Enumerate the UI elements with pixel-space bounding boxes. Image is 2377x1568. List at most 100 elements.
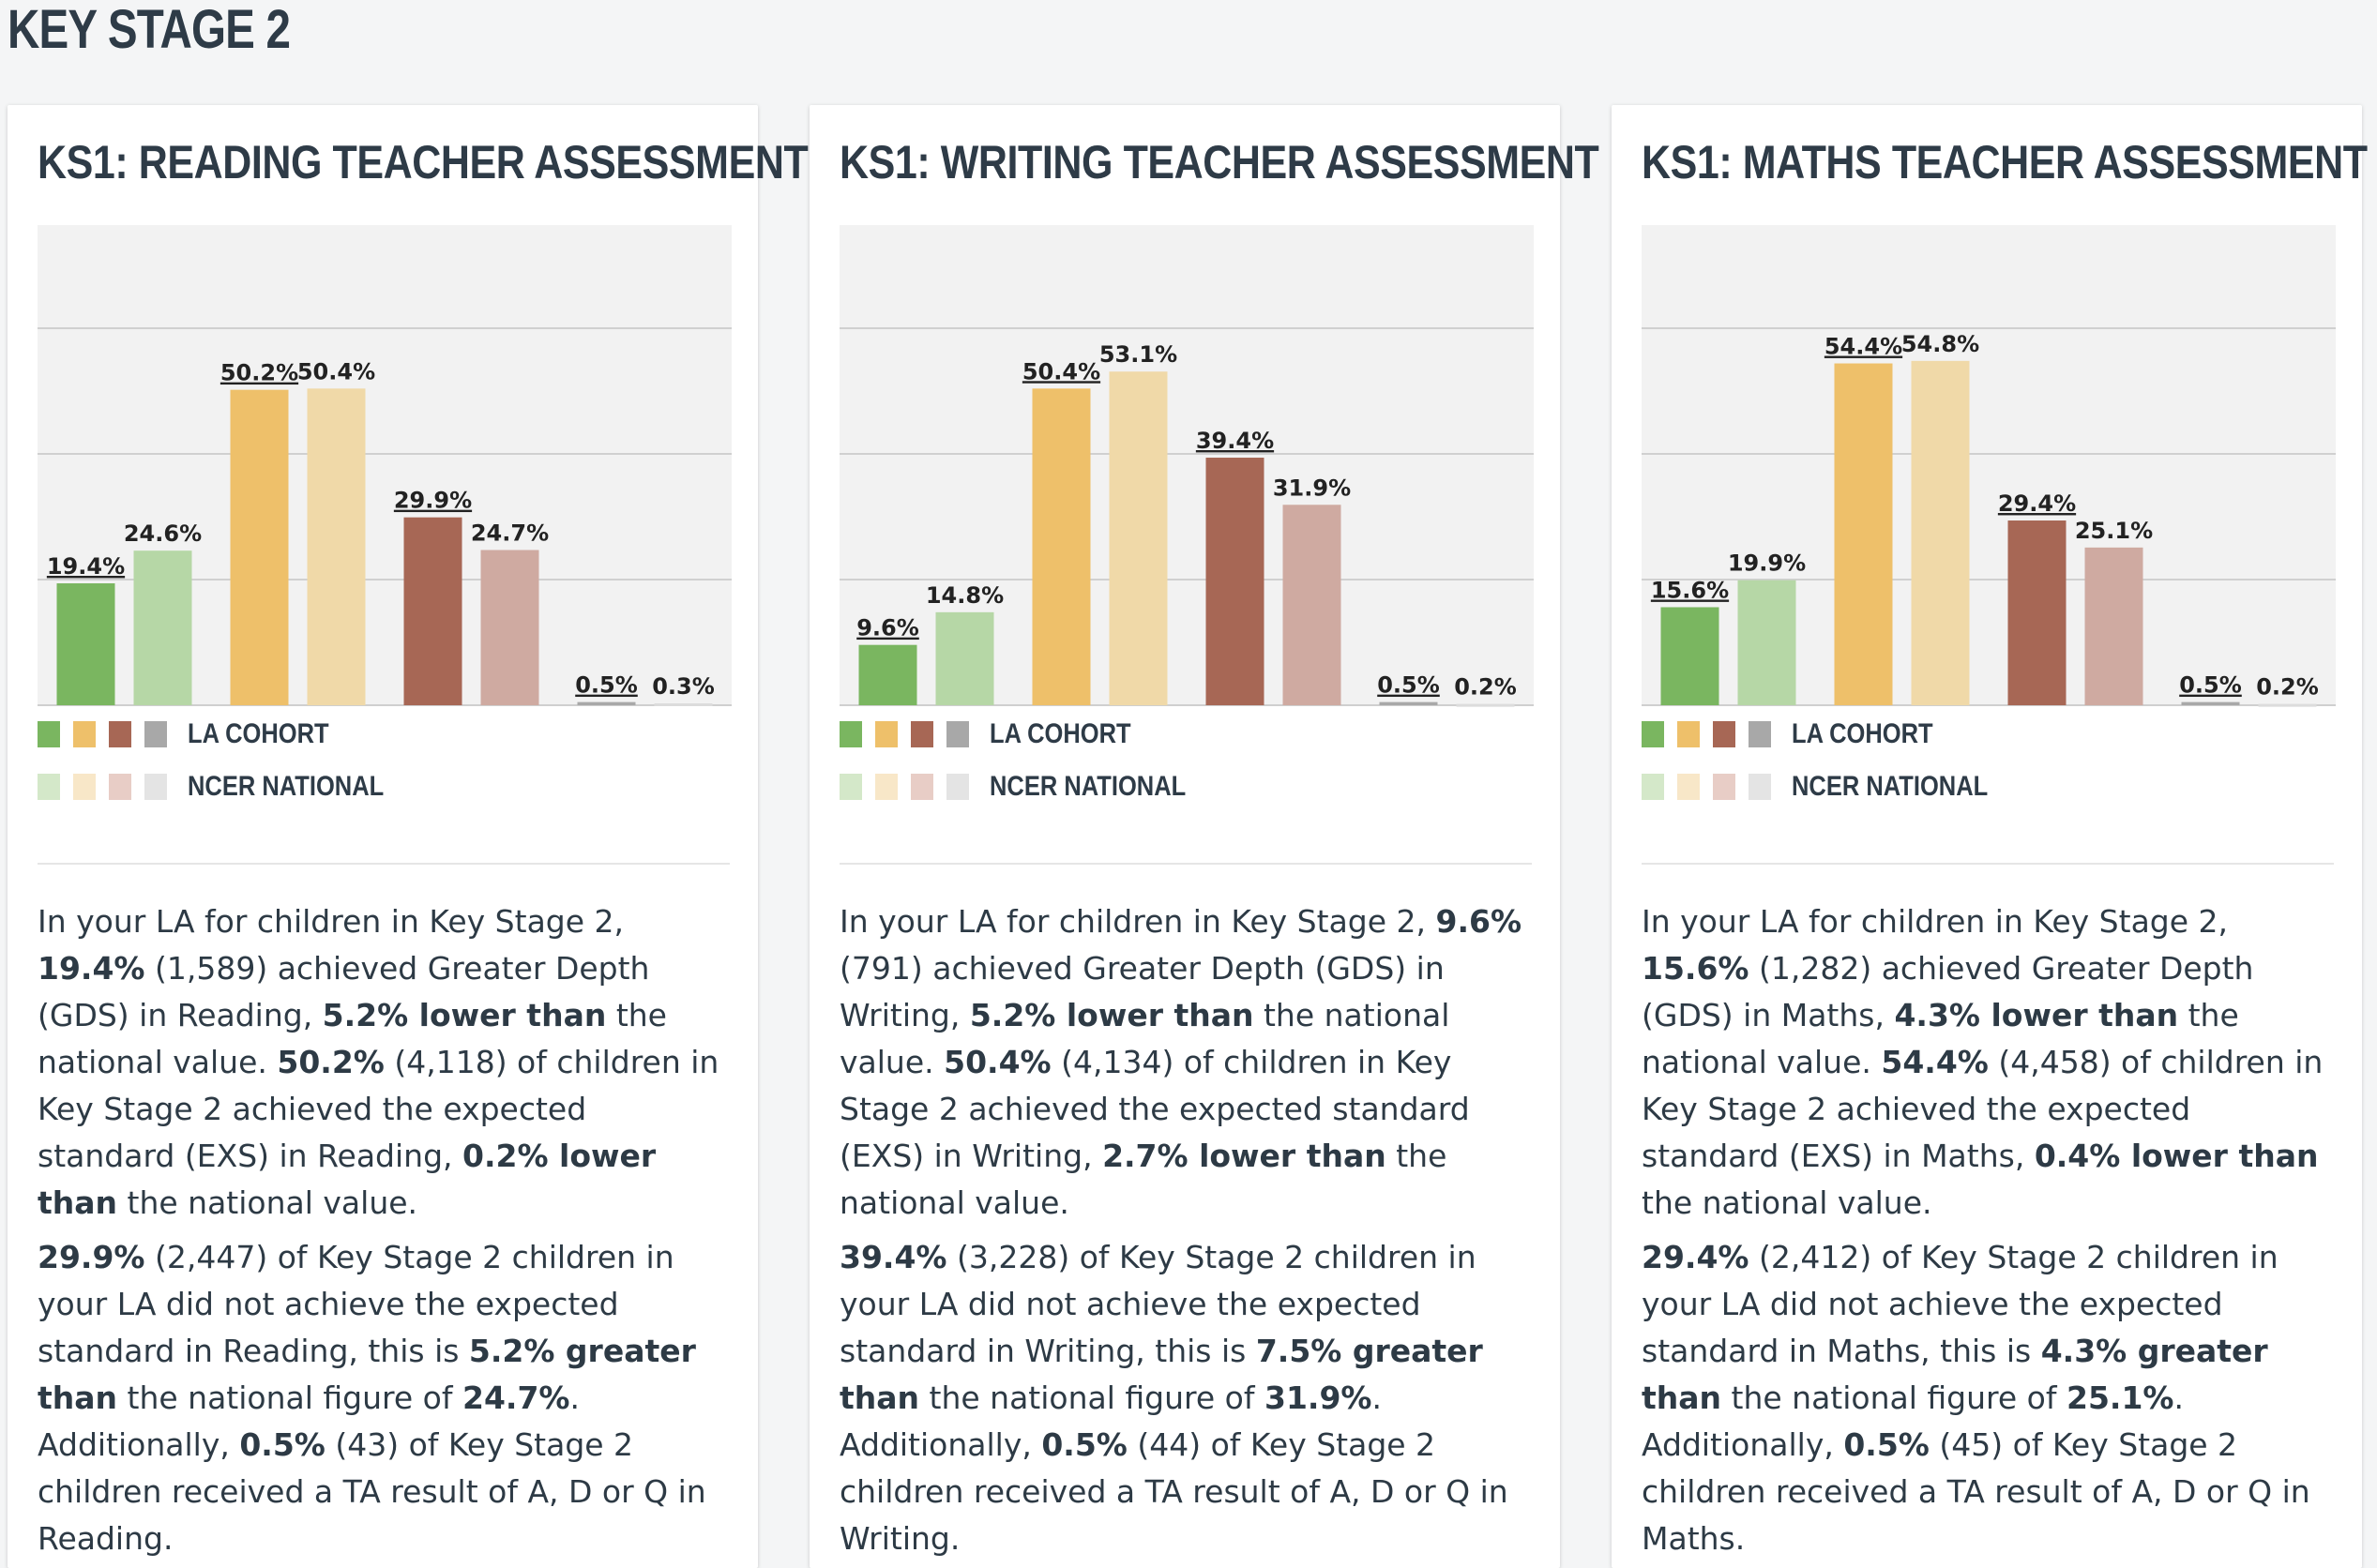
paragraph-text: (2,447) of Key Stage 2 children in your … bbox=[38, 1239, 674, 1369]
highlight-text: 0.5% bbox=[1843, 1426, 1930, 1463]
bar-national[interactable] bbox=[133, 550, 192, 705]
paragraph-text: (791) achieved Greater Depth (GDS) in Wr… bbox=[840, 950, 1445, 1033]
highlight-text: 0.2% lower than bbox=[38, 1138, 657, 1221]
legend-swatch bbox=[875, 774, 898, 800]
bar-la[interactable] bbox=[858, 644, 917, 705]
paragraph-text: . Additionally, bbox=[38, 1380, 580, 1463]
data-label: 50.4% bbox=[297, 358, 375, 384]
data-label: 54.8% bbox=[1901, 331, 1979, 357]
data-label: 0.2% bbox=[1454, 674, 1517, 701]
highlight-text: 50.4% bbox=[944, 1044, 1052, 1080]
legend-swatch bbox=[38, 721, 60, 747]
paragraph-text: (3,228) of Key Stage 2 children in your … bbox=[840, 1239, 1476, 1369]
data-label: 53.1% bbox=[1099, 341, 1177, 368]
card-title: KS1: MATHS TEACHER ASSESSMENT bbox=[1642, 136, 2368, 188]
bar-national[interactable] bbox=[480, 550, 539, 705]
legend: LA COHORT NCER NATIONAL bbox=[840, 718, 1220, 825]
highlight-text: 24.7% bbox=[462, 1380, 570, 1416]
bar-la[interactable] bbox=[1032, 388, 1091, 705]
legend-swatch bbox=[911, 774, 933, 800]
data-label: 15.6% bbox=[1651, 577, 1729, 603]
paragraph-text: In your LA for children in Key Stage 2, bbox=[38, 903, 625, 940]
highlight-text: 15.6% bbox=[1642, 950, 1749, 987]
highlight-text: 5.2% lower than bbox=[322, 997, 607, 1033]
bar-la[interactable] bbox=[1834, 363, 1893, 705]
summary-paragraph-1: In your LA for children in Key Stage 2, … bbox=[38, 898, 732, 1227]
bar-national[interactable] bbox=[935, 611, 994, 705]
legend-swatch bbox=[946, 721, 969, 747]
legend-swatch bbox=[1713, 721, 1735, 747]
page-title: KEY STAGE 2 bbox=[8, 0, 291, 60]
data-label: 0.5% bbox=[1377, 672, 1440, 699]
card-writing: KS1: WRITING TEACHER ASSESSMENT 9.6% 14.8… bbox=[810, 105, 1599, 1568]
bar-la[interactable] bbox=[1660, 607, 1719, 705]
legend-swatch bbox=[840, 721, 862, 747]
paragraph-text: (1,282) achieved Greater Depth (GDS) in … bbox=[1642, 950, 2254, 1033]
bar-national[interactable] bbox=[1456, 703, 1515, 707]
data-label: 19.4% bbox=[47, 553, 125, 580]
legend-row-la: LA COHORT bbox=[1642, 718, 2022, 749]
paragraph-text: the national value. bbox=[1642, 1184, 1932, 1221]
legend: LA COHORT NCER NATIONAL bbox=[1642, 718, 2022, 825]
legend-swatch bbox=[109, 721, 131, 747]
bar-national[interactable] bbox=[654, 702, 713, 706]
highlight-text: 2.7% lower than bbox=[1102, 1138, 1386, 1174]
data-label: 29.9% bbox=[394, 488, 472, 514]
data-label: 31.9% bbox=[1273, 475, 1351, 501]
bar-la[interactable] bbox=[1379, 701, 1438, 705]
bar-la[interactable] bbox=[403, 517, 462, 705]
legend-swatch bbox=[109, 774, 131, 800]
paragraph-text: the national figure of bbox=[919, 1380, 1264, 1416]
paragraph-text: . Additionally, bbox=[840, 1380, 1382, 1463]
legend-swatch bbox=[1677, 721, 1700, 747]
bar-chart: 9.6%14.8%GreaterDepth50.4%53.1%ExpectedS… bbox=[840, 225, 1534, 707]
data-label: 54.4% bbox=[1824, 334, 1902, 360]
paragraph-text: (2,412) of Key Stage 2 children in your … bbox=[1642, 1239, 2279, 1369]
legend-swatch bbox=[144, 721, 167, 747]
data-label: 50.2% bbox=[220, 360, 298, 386]
divider bbox=[840, 863, 1532, 865]
paragraph-text: the national value. bbox=[840, 1138, 1447, 1221]
highlight-text: 0.4% lower than bbox=[2034, 1138, 2319, 1174]
bar-la[interactable] bbox=[230, 389, 289, 705]
data-label: 19.9% bbox=[1728, 550, 1806, 577]
highlight-text: 0.5% bbox=[239, 1426, 326, 1463]
highlight-text: 29.4% bbox=[1642, 1239, 1749, 1275]
bar-la[interactable] bbox=[577, 701, 636, 705]
highlight-text: 0.5% bbox=[1041, 1426, 1128, 1463]
bar-national[interactable] bbox=[2258, 703, 2317, 707]
divider bbox=[38, 863, 730, 865]
paragraph-text: the national value. bbox=[840, 997, 1450, 1080]
legend-row-la: LA COHORT bbox=[38, 718, 418, 749]
card-maths: KS1: MATHS TEACHER ASSESSMENT 15.6% 19.9%… bbox=[1612, 105, 2368, 1568]
data-label: 0.3% bbox=[652, 673, 715, 700]
data-label: 50.4% bbox=[1022, 358, 1100, 384]
highlight-text: 7.5% greater than bbox=[840, 1333, 1483, 1416]
legend-swatch bbox=[875, 721, 898, 747]
paragraph-text: the national value. bbox=[38, 997, 667, 1080]
legend-label-la: LA COHORT bbox=[990, 718, 1131, 749]
highlight-text: 5.2% lower than bbox=[969, 997, 1254, 1033]
bar-national[interactable] bbox=[1737, 580, 1796, 705]
bar-chart: 15.6%19.9%GreaterDepth54.4%54.8%Expected… bbox=[1642, 225, 2336, 707]
bar-national[interactable] bbox=[1109, 371, 1168, 705]
bar-la[interactable] bbox=[2007, 520, 2067, 705]
bar-la[interactable] bbox=[2181, 701, 2240, 705]
bar-national[interactable] bbox=[307, 388, 366, 705]
data-label: 24.7% bbox=[471, 520, 549, 547]
bar-national[interactable] bbox=[2084, 547, 2143, 705]
paragraph-text: (4,134) of children in Key Stage 2 achie… bbox=[840, 1044, 1470, 1174]
bar-la[interactable] bbox=[56, 583, 115, 705]
legend-swatch bbox=[946, 774, 969, 800]
highlight-text: 9.6% bbox=[1435, 903, 1522, 940]
bar-la[interactable] bbox=[1205, 458, 1264, 705]
highlight-text: 19.4% bbox=[38, 950, 145, 987]
legend-label-national: NCER NATIONAL bbox=[1792, 771, 1989, 802]
card-reading: KS1: READING TEACHER ASSESSMENT 19.4% 24.… bbox=[8, 105, 809, 1568]
card-title: KS1: WRITING TEACHER ASSESSMENT bbox=[840, 136, 1599, 188]
divider bbox=[1642, 863, 2334, 865]
legend-row-national: NCER NATIONAL bbox=[1642, 771, 2022, 802]
bar-national[interactable] bbox=[1282, 505, 1341, 705]
bar-national[interactable] bbox=[1911, 360, 1970, 705]
highlight-text: 25.1% bbox=[2066, 1380, 2174, 1416]
